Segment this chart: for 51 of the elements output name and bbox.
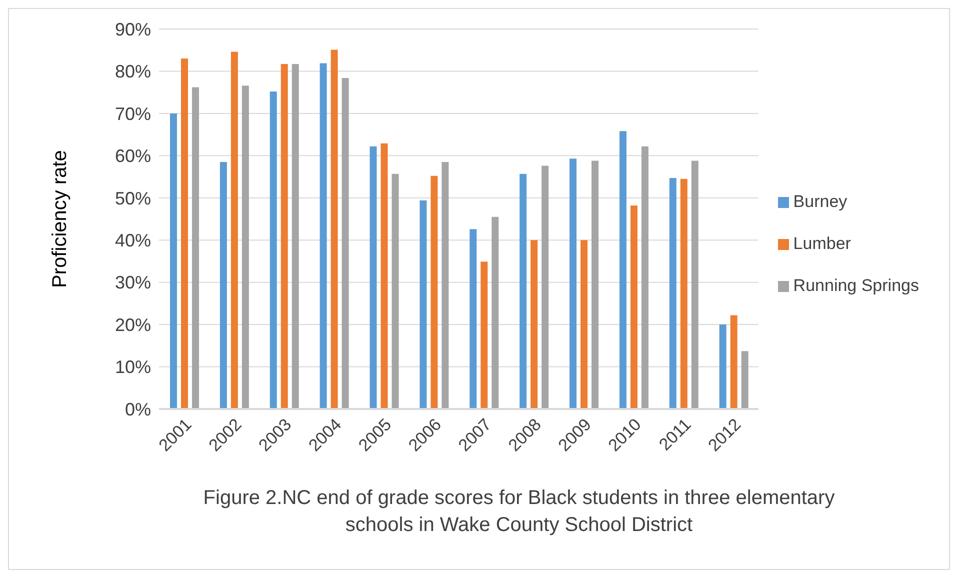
y-tick-label: 90%: [114, 19, 151, 40]
bar: [292, 64, 299, 409]
y-axis-title: Proficiency rate: [49, 150, 72, 288]
bar: [480, 262, 488, 409]
bar: [741, 351, 748, 409]
bar: [641, 146, 648, 409]
bar: [719, 324, 726, 409]
y-tick-label: 10%: [114, 357, 151, 378]
bar: [380, 143, 388, 409]
bar: [370, 146, 377, 409]
bar: [170, 113, 177, 409]
caption: Figure 2.NC end of grade scores for Black students in three elementary schools in Wake County School District: [202, 486, 836, 538]
bar: [392, 174, 399, 409]
bar: [342, 78, 349, 409]
bar: [592, 160, 599, 409]
bar: [530, 240, 538, 409]
bar: [470, 229, 477, 409]
legend-label: Running Springs: [793, 276, 919, 295]
legend-label: Burney: [793, 192, 848, 211]
y-tick-label: 0%: [124, 399, 151, 420]
bar: [280, 64, 288, 409]
bar: [330, 50, 338, 409]
bar: [520, 174, 527, 409]
y-tick-label: 80%: [114, 62, 151, 82]
y-tick-label: 20%: [114, 314, 151, 335]
y-tick-label: 70%: [114, 104, 151, 124]
y-tick-label: 30%: [114, 272, 151, 293]
bar: [630, 205, 638, 409]
bar: [680, 178, 688, 409]
bar: [242, 86, 249, 409]
bar: [691, 160, 698, 409]
bar: [570, 158, 577, 409]
y-tick-label: 60%: [114, 146, 151, 166]
bar: [180, 58, 188, 409]
bar: [430, 176, 438, 409]
bar: [730, 315, 738, 409]
bar: [580, 240, 588, 409]
y-tick-label: 50%: [114, 188, 151, 208]
bar: [442, 162, 449, 409]
bar: [669, 178, 676, 409]
bar: [220, 162, 227, 409]
bar: [542, 166, 549, 409]
bar: [492, 216, 499, 409]
bar: [270, 91, 277, 409]
legend-label: Lumber: [793, 234, 851, 253]
bar: [230, 52, 238, 409]
y-tick-label: 40%: [114, 230, 151, 250]
bar: [320, 63, 327, 409]
bar: [619, 131, 626, 409]
bar: [420, 200, 427, 409]
bar: [192, 87, 199, 409]
